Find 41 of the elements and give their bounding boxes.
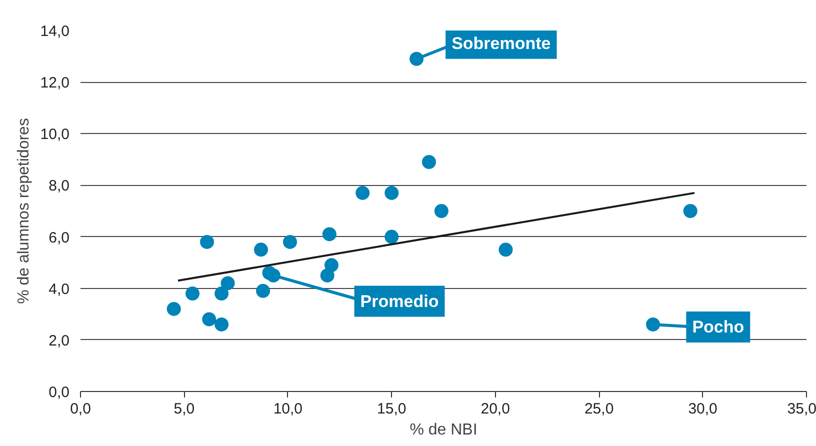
- y-tick-label: 10,0: [40, 126, 70, 144]
- annotation: Promedio: [360, 292, 439, 311]
- annotation: Sobremonte: [452, 34, 551, 53]
- point: [356, 186, 370, 200]
- point: [200, 234, 214, 249]
- x-tick-label: 20,0: [480, 400, 510, 418]
- y-tick-label: 2,0: [48, 332, 70, 350]
- annotation: Pocho: [692, 318, 744, 337]
- point: [283, 234, 298, 249]
- x-tick-label: 25,0: [584, 400, 614, 418]
- y-tick-label: 6,0: [48, 229, 70, 246]
- point: [254, 242, 268, 257]
- y-axis-title: % de alumnos repetidores: [15, 118, 32, 304]
- y-tick-label: 8,0: [48, 178, 70, 195]
- x-tick-label: 10,0: [273, 400, 303, 418]
- x-tick-label: 15,0: [377, 400, 406, 418]
- point: [384, 230, 399, 244]
- point: [434, 204, 448, 218]
- x-tick-label: 0,0: [70, 400, 91, 418]
- point: [324, 258, 338, 272]
- y-tick-label: 12,0: [40, 74, 70, 92]
- x-tick-label: 35,0: [787, 400, 816, 418]
- point: [166, 302, 181, 316]
- point: [683, 204, 698, 218]
- y-tick-label: 14,0: [40, 23, 70, 40]
- x-tick-label: 5,0: [174, 400, 195, 418]
- point: [322, 227, 336, 242]
- point: [256, 284, 270, 298]
- point: [202, 312, 216, 326]
- y-tick-label: 4,0: [48, 280, 70, 298]
- x-tick-label: 30,0: [688, 400, 718, 418]
- point: [220, 276, 235, 290]
- point: [384, 186, 399, 200]
- x-axis-title: % de NBI: [410, 422, 478, 438]
- point: [498, 242, 513, 257]
- point: [214, 286, 229, 300]
- point: [214, 317, 229, 332]
- point: [186, 286, 200, 300]
- y-tick-label: 0,0: [48, 384, 70, 401]
- point: [320, 268, 334, 282]
- point: [422, 155, 436, 169]
